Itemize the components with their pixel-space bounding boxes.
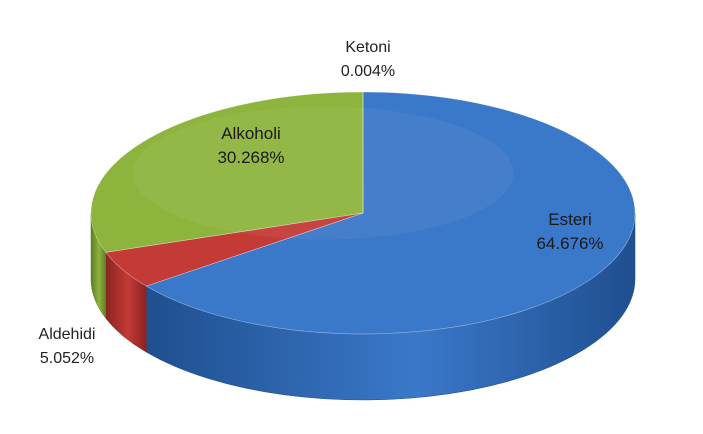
pie-slice-esteri (145, 91, 636, 335)
label-esteri-name: Esteri (548, 210, 591, 229)
label-esteri-value: 64.676% (536, 234, 603, 253)
pie-label-layer: Esteri 64.676% Aldehidi 5.052% Alkoholi 30.26… (39, 39, 604, 367)
label-aldehidi-name: Aldehidi (39, 326, 96, 343)
label-alkoholi-name: Alkoholi (221, 124, 281, 143)
pie-highlight (132, 106, 514, 240)
pie-slice-alkoholi (90, 91, 364, 253)
label-aldehidi-value: 5.052% (40, 350, 94, 367)
label-ketoni-name: Ketoni (345, 39, 390, 56)
label-alkoholi-value: 30.268% (217, 148, 284, 167)
pie-top-layer (90, 91, 636, 335)
pie-side-layer (90, 212, 636, 401)
label-ketoni-value: 0.004% (341, 63, 395, 80)
